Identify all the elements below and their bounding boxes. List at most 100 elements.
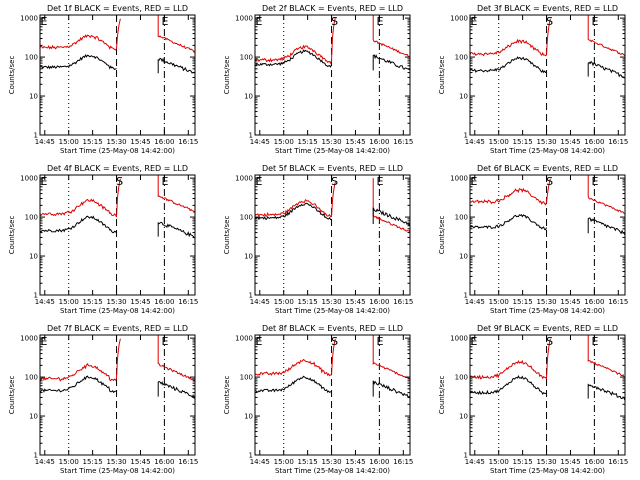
plot-frame [39, 174, 196, 296]
x-tick-label: 15:30 [536, 298, 556, 306]
x-tick-label: 15:15 [513, 458, 533, 466]
plot-frame [254, 174, 411, 296]
y-axis-label: Counts/sec [223, 376, 231, 415]
y-tick-label: 1000 [235, 335, 253, 343]
y-tick-label: 1000 [20, 15, 38, 23]
events-series [255, 375, 410, 399]
y-tick-label: 10 [29, 93, 38, 101]
x-tick-label: 15:00 [274, 138, 294, 146]
y-tick-label: 10 [244, 253, 253, 261]
panel-det-8: Det 8f BLACK = Events, RED = LLD 1 10 100 10… [223, 324, 413, 475]
y-tick-label: 1000 [450, 15, 468, 23]
x-tick-label: 15:30 [321, 298, 341, 306]
panel-title: Det 1f BLACK = Events, RED = LLD [47, 4, 188, 13]
x-tick-label: 15:00 [489, 298, 509, 306]
y-tick-label: 10 [29, 253, 38, 261]
lld-series [470, 335, 625, 380]
x-tick-label: 16:00 [584, 298, 604, 306]
segment-marker: S [331, 15, 338, 28]
x-tick-label: 15:45 [560, 298, 580, 306]
segment-marker: E [255, 335, 262, 348]
x-tick-label: 15:30 [536, 138, 556, 146]
segment-marker: E [40, 15, 47, 28]
lld-series [470, 175, 625, 215]
y-tick-label: 1 [464, 132, 468, 140]
x-tick-label: 15:00 [59, 298, 79, 306]
events-series [470, 374, 625, 401]
y-tick-label: 10 [29, 413, 38, 421]
lld-series [255, 15, 410, 65]
y-tick-label: 100 [455, 214, 468, 222]
x-tick-label: 15:15 [83, 298, 103, 306]
lld-series [40, 175, 195, 218]
x-tick-label: 16:00 [154, 138, 174, 146]
x-tick-label: 15:15 [83, 138, 103, 146]
panel-det-6: Det 6f BLACK = Events, RED = LLD 1 10 100 10… [438, 164, 628, 315]
panel-det-9: Det 9f BLACK = Events, RED = LLD 1 10 100 10… [438, 324, 628, 475]
segment-marker: E [377, 175, 384, 188]
x-tick-label: 15:00 [489, 458, 509, 466]
x-tick-label: 15:45 [560, 138, 580, 146]
y-tick-label: 1000 [20, 335, 38, 343]
segment-marker: E [40, 335, 47, 348]
y-axis-label: Counts/sec [8, 56, 16, 95]
panel-title: Det 3f BLACK = Events, RED = LLD [477, 4, 618, 13]
y-tick-label: 1000 [450, 175, 468, 183]
segment-marker: E [162, 15, 169, 28]
x-tick-label: 15:30 [321, 458, 341, 466]
x-tick-label: 16:00 [584, 138, 604, 146]
events-series [255, 49, 410, 71]
y-tick-label: 1 [464, 292, 468, 300]
segment-marker: E [162, 335, 169, 348]
x-axis-label: Start Time (25-May-08 14:42:00) [275, 467, 390, 475]
x-tick-label: 15:00 [59, 458, 79, 466]
segment-marker: E [255, 15, 262, 28]
x-axis-label: Start Time (25-May-08 14:42:00) [60, 147, 175, 155]
x-tick-label: 14:45 [465, 298, 485, 306]
x-tick-label: 15:15 [298, 458, 318, 466]
segment-marker: E [592, 335, 599, 348]
panel-det-5: Det 5f BLACK = Events, RED = LLD 1 10 100 10… [223, 164, 413, 315]
x-tick-label: 15:00 [274, 298, 294, 306]
y-tick-label: 100 [240, 214, 253, 222]
events-series [40, 53, 195, 74]
x-tick-label: 15:15 [513, 138, 533, 146]
y-tick-label: 1000 [20, 175, 38, 183]
panel-title: Det 8f BLACK = Events, RED = LLD [262, 324, 403, 333]
x-tick-label: 14:45 [465, 138, 485, 146]
panel-det-1: Det 1f BLACK = Events, RED = LLD 1 10 100 10… [8, 4, 198, 155]
panel-title: Det 4f BLACK = Events, RED = LLD [47, 164, 188, 173]
segment-marker: E [592, 175, 599, 188]
x-tick-label: 15:00 [59, 138, 79, 146]
x-tick-label: 16:00 [369, 458, 389, 466]
x-axis-label: Start Time (25-May-08 14:42:00) [275, 307, 390, 315]
x-tick-label: 15:45 [345, 298, 365, 306]
x-tick-label: 15:15 [298, 138, 318, 146]
x-tick-label: 16:15 [393, 458, 413, 466]
x-tick-label: 15:30 [536, 458, 556, 466]
y-axis-label: Counts/sec [438, 56, 446, 95]
y-tick-label: 100 [455, 374, 468, 382]
panel-title: Det 5f BLACK = Events, RED = LLD [262, 164, 403, 173]
segment-marker: E [255, 175, 262, 188]
y-tick-label: 10 [459, 93, 468, 101]
x-tick-label: 15:45 [345, 138, 365, 146]
y-tick-label: 1 [34, 292, 38, 300]
x-tick-label: 16:15 [178, 138, 198, 146]
panel-title: Det 9f BLACK = Events, RED = LLD [477, 324, 618, 333]
y-tick-label: 10 [244, 413, 253, 421]
y-axis-label: Counts/sec [8, 376, 16, 415]
x-tick-label: 16:15 [393, 138, 413, 146]
lld-series [40, 335, 195, 382]
segment-marker: E [377, 15, 384, 28]
plot-frame [39, 14, 196, 136]
y-tick-label: 100 [240, 374, 253, 382]
y-tick-label: 1 [249, 132, 253, 140]
plot-frame [254, 14, 411, 136]
x-axis-label: Start Time (25-May-08 14:42:00) [490, 467, 605, 475]
x-tick-label: 15:30 [106, 458, 126, 466]
segment-marker: E [40, 175, 47, 188]
x-tick-label: 15:30 [106, 298, 126, 306]
x-tick-label: 15:15 [83, 458, 103, 466]
